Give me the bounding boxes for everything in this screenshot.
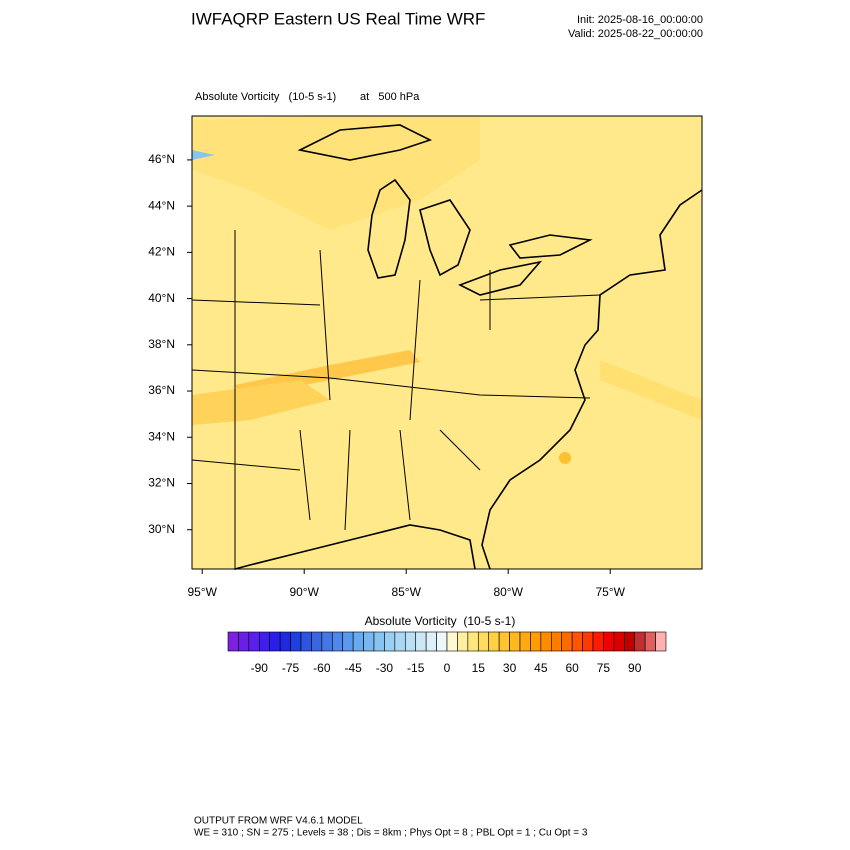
x-tick-label: 75°W [595, 585, 625, 599]
field-patch [192, 116, 480, 230]
colorbar-box [603, 631, 615, 652]
y-tick-label: 34°N [148, 429, 175, 443]
coastlines [234, 124, 703, 570]
colorbar-box [300, 631, 312, 652]
x-tick-label: 80°W [493, 585, 523, 599]
y-tick-label: 32°N [148, 476, 175, 490]
colorbar-tick-label: -15 [407, 661, 425, 675]
y-tick-label: 38°N [148, 337, 175, 351]
field-patch [559, 452, 571, 464]
colorbar-box [623, 631, 636, 652]
colorbar-box [279, 631, 291, 652]
colorbar-box [561, 631, 573, 652]
colorbar-tick-label: 60 [565, 661, 579, 675]
field-patch [192, 380, 330, 425]
colorbar-box [644, 631, 656, 652]
y-tick-label: 42°N [148, 245, 175, 259]
colorbar-box [331, 631, 344, 652]
y-tick-label: 36°N [148, 383, 175, 397]
colorbar-tick-label: -45 [344, 661, 362, 675]
colorbar-box [498, 631, 510, 652]
colorbar-box [352, 631, 364, 652]
colorbar-box [592, 631, 604, 652]
x-tick-label: 85°W [391, 585, 421, 599]
colorbar-tick-label: 30 [503, 661, 517, 675]
colorbar-title: Absolute Vorticity (10-5 s-1) [365, 614, 516, 628]
colorbar-box [655, 631, 667, 652]
colorbar-box [384, 631, 396, 652]
colorbar-box [457, 631, 469, 652]
colorbar-box [519, 631, 531, 652]
colorbar-box [634, 631, 646, 652]
colorbar-box [415, 631, 427, 652]
colorbar-box [269, 631, 281, 652]
colorbar-tick-label: 45 [534, 661, 548, 675]
colorbar-tick-label: -30 [376, 661, 394, 675]
colorbar-box [425, 631, 437, 652]
colorbar-box [571, 631, 583, 652]
map-frame [191, 115, 703, 570]
colorbar-box [238, 631, 250, 652]
colorbar-box [227, 631, 239, 652]
colorbar-box [509, 631, 521, 652]
colorbar-box [258, 631, 271, 652]
field-level: at 500 hPa [360, 91, 420, 103]
colorbar-box [477, 631, 490, 652]
footer-line: WE = 310 ; SN = 275 ; Levels = 38 ; Dis … [194, 828, 588, 839]
colorbar-box [363, 631, 375, 652]
init-time: Init: 2025-08-16_00:00:00 [577, 14, 703, 26]
colorbar-box [550, 631, 563, 652]
colorbar-box [613, 631, 625, 652]
colorbar-tick-label: -75 [282, 661, 300, 675]
colorbar-tick-label: -90 [251, 661, 269, 675]
colorbar-box [540, 631, 552, 652]
y-tick-label: 30°N [148, 522, 175, 536]
colorbar-box [530, 631, 542, 652]
colorbar-box [394, 631, 406, 652]
colorbar-tick-label: -60 [313, 661, 331, 675]
colorbar-box [342, 631, 354, 652]
colorbar-box [373, 631, 385, 652]
y-tick-label: 40°N [148, 291, 175, 305]
colorbar-box [248, 631, 260, 652]
y-tick-label: 46°N [148, 152, 175, 166]
colorbar-box [467, 631, 479, 652]
colorbar-tick-label: 90 [628, 661, 642, 675]
map [191, 115, 703, 570]
field-patch [600, 360, 702, 420]
colorbar-box [311, 631, 323, 652]
colorbar-tick-label: 0 [444, 661, 451, 675]
x-tick-label: 90°W [289, 585, 319, 599]
y-tick-label: 44°N [148, 198, 175, 212]
state-borders [191, 230, 601, 570]
colorbar-box [436, 631, 448, 652]
colorbar-box [582, 631, 594, 652]
colorbar-box [321, 631, 333, 652]
colorbar-box [404, 631, 417, 652]
title: IWFAQRP Eastern US Real Time WRF [191, 9, 485, 28]
colorbar-tick-label: 15 [472, 661, 486, 675]
colorbar-box [488, 631, 500, 652]
colorbar-box [290, 631, 302, 652]
footer-line: OUTPUT FROM WRF V4.6.1 MODEL [194, 816, 363, 827]
field-title: Absolute Vorticity (10-5 s-1) [195, 91, 336, 103]
colorbar-tick-label: 75 [597, 661, 611, 675]
valid-time: Valid: 2025-08-22_00:00:00 [568, 28, 703, 40]
x-tick-label: 95°W [187, 585, 217, 599]
field-patch [192, 150, 215, 160]
colorbar-box [446, 631, 458, 652]
